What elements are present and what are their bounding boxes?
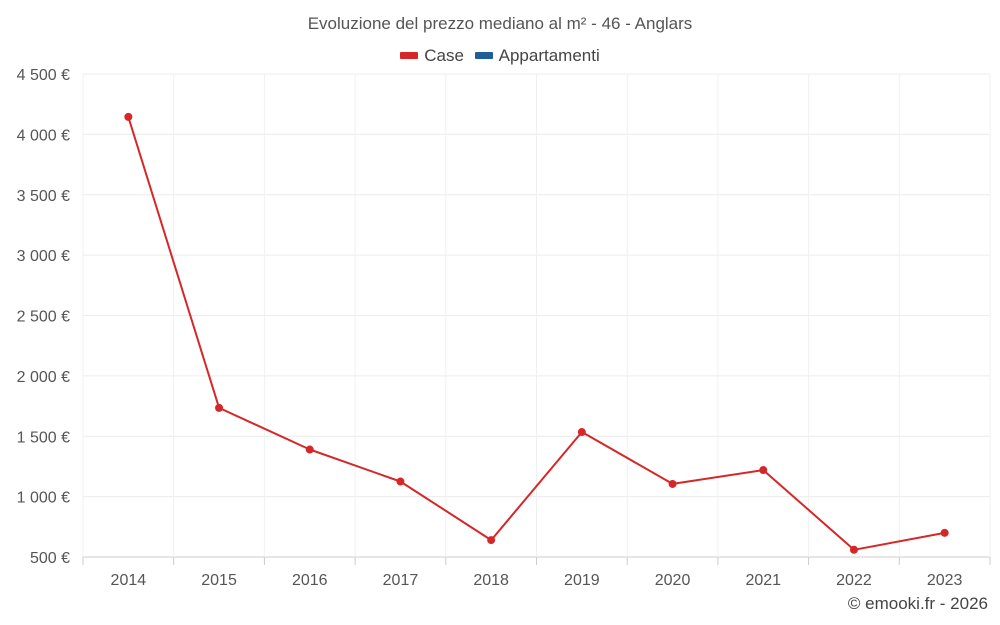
chart-title: Evoluzione del prezzo mediano al m² - 46… [307,14,693,33]
series-line-case [127,116,945,551]
legend-swatch-case [400,52,419,59]
legend-label-appartamenti: Appartamenti [498,45,600,65]
x-tick-label: 2018 [473,572,509,589]
data-point-case-2015 [215,403,224,412]
chart-legend: Case Appartamenti [0,44,1000,66]
x-tick-label: 2015 [201,572,237,589]
y-tick-label: 1 500 € [17,429,70,446]
data-point-case-2016 [305,445,314,454]
x-tick-label: 2016 [292,572,328,589]
y-tick-label: 2 500 € [17,309,70,326]
data-point-case-2019 [577,428,586,437]
legend-item-case[interactable]: Case [400,46,464,66]
data-point-case-2022 [849,545,858,554]
credit-text: © emooki.fr - 2026 [847,594,988,613]
data-point-case-2017 [396,477,405,486]
y-tick-label: 3 500 € [17,188,70,205]
y-tick-label: 4 000 € [17,127,70,144]
x-tick-label: 2022 [836,572,872,589]
y-tick-label: 4 500 € [17,67,70,84]
x-tick-label: 2014 [111,572,147,589]
x-tick-label: 2017 [383,572,419,589]
x-tick-label: 2019 [564,572,600,589]
x-tick-label: 2021 [745,572,781,589]
legend-swatch-appartamenti [474,52,493,59]
data-point-case-2018 [487,536,496,545]
x-tick-label: 2023 [927,572,963,589]
legend-item-appartamenti[interactable]: Appartamenti [474,45,600,66]
y-tick-label: 1 000 € [17,490,70,507]
x-tick-label: 2020 [655,572,691,589]
legend-label-case: Case [424,45,464,65]
data-point-case-2020 [668,479,677,488]
y-tick-label: 2 000 € [17,369,70,386]
data-point-case-2023 [940,528,949,537]
y-tick-label: 500 € [30,550,70,567]
y-tick-label: 3 000 € [17,248,70,265]
data-point-case-2021 [759,466,768,475]
data-point-case-2014 [124,112,133,121]
